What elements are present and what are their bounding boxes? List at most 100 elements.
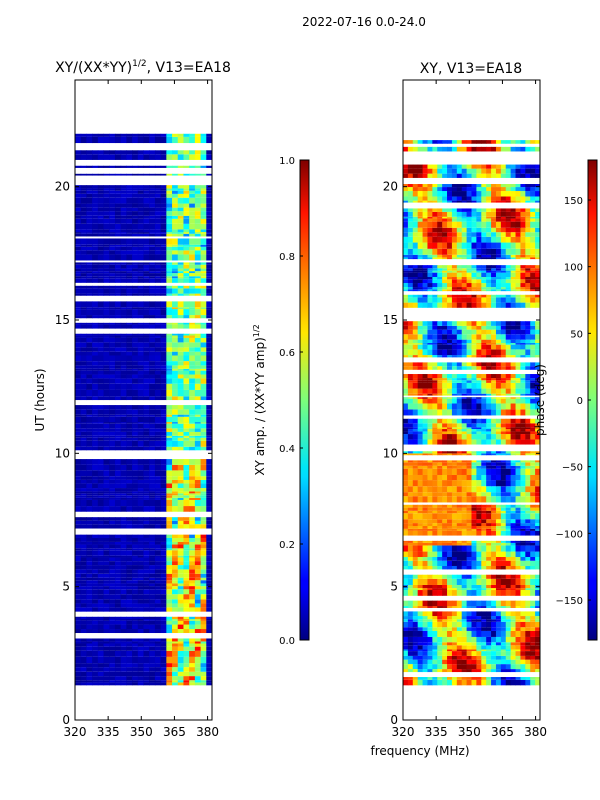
heatmap-cell bbox=[80, 550, 87, 556]
heatmap-cell bbox=[114, 211, 122, 216]
heatmap-cell bbox=[177, 150, 184, 155]
heatmap-cell bbox=[471, 474, 477, 481]
heatmap-cell bbox=[194, 193, 202, 198]
heatmap-cell bbox=[97, 254, 105, 261]
heatmap-cell bbox=[126, 233, 133, 237]
heatmap-cell bbox=[422, 398, 428, 404]
heatmap-cell bbox=[194, 351, 202, 356]
heatmap-cell bbox=[200, 368, 207, 371]
heatmap-cell bbox=[520, 397, 526, 399]
heatmap-cell bbox=[149, 190, 156, 194]
amplitude-heatmap bbox=[75, 133, 212, 686]
heatmap-cell bbox=[154, 293, 162, 296]
heatmap-cell bbox=[447, 584, 453, 589]
heatmap-cell bbox=[97, 506, 105, 512]
heatmap-cell bbox=[126, 520, 133, 525]
heatmap-cell bbox=[525, 588, 531, 591]
heatmap-cell bbox=[530, 545, 536, 552]
heatmap-cell bbox=[177, 431, 184, 436]
heatmap-cell bbox=[206, 557, 212, 562]
heatmap-cell bbox=[75, 548, 82, 551]
heatmap-cell bbox=[189, 534, 196, 538]
heatmap-cell bbox=[97, 483, 105, 489]
heatmap-cell bbox=[120, 293, 127, 296]
heatmap-cell bbox=[535, 642, 540, 646]
heatmap-cell bbox=[525, 374, 531, 379]
heatmap-cell bbox=[495, 616, 502, 620]
heatmap-cell bbox=[132, 483, 139, 489]
heatmap-cell bbox=[166, 499, 173, 507]
heatmap-cell bbox=[137, 218, 144, 224]
heatmap-cell bbox=[160, 580, 167, 584]
heatmap-cell bbox=[422, 451, 428, 454]
heatmap-cell bbox=[109, 223, 116, 230]
heatmap-cell bbox=[132, 218, 139, 224]
heatmap-cell bbox=[432, 542, 438, 546]
heatmap-cell bbox=[510, 398, 517, 404]
heatmap-cell bbox=[500, 525, 507, 529]
heatmap-cell bbox=[166, 238, 173, 245]
heatmap-cell bbox=[177, 218, 184, 224]
heatmap-cell bbox=[451, 679, 458, 686]
heatmap-cell bbox=[97, 365, 105, 369]
heatmap-cell bbox=[432, 630, 438, 637]
heatmap-cell bbox=[189, 616, 196, 619]
heatmap-cell bbox=[103, 476, 110, 480]
heatmap-cell bbox=[515, 423, 521, 428]
heatmap-cell bbox=[149, 374, 156, 379]
heatmap-cell bbox=[114, 428, 122, 432]
heatmap-cell bbox=[525, 409, 531, 416]
heatmap-cell bbox=[92, 555, 99, 558]
heatmap-cell bbox=[160, 589, 167, 595]
heatmap-cell bbox=[491, 486, 497, 493]
heatmap-cell bbox=[109, 557, 116, 562]
heatmap-cell bbox=[114, 476, 122, 480]
heatmap-cell bbox=[137, 215, 144, 219]
heatmap-cell bbox=[525, 465, 531, 469]
heatmap-cell bbox=[466, 362, 472, 367]
heatmap-cell bbox=[143, 244, 150, 247]
heatmap-cell bbox=[172, 479, 179, 484]
heatmap-cell bbox=[486, 397, 492, 399]
heatmap-cell bbox=[172, 437, 179, 441]
heatmap-cell bbox=[200, 271, 207, 274]
heatmap-cell bbox=[432, 409, 438, 416]
heatmap-cell bbox=[177, 589, 184, 595]
heatmap-cell bbox=[154, 271, 162, 274]
heatmap-cell bbox=[200, 544, 207, 549]
heatmap-cell bbox=[451, 649, 458, 652]
heatmap-cell bbox=[515, 679, 521, 686]
heatmap-cell bbox=[137, 154, 144, 160]
heatmap-cell bbox=[86, 396, 93, 401]
heatmap-cell bbox=[149, 643, 156, 647]
heatmap-cell bbox=[189, 374, 196, 379]
heatmap-cell bbox=[75, 550, 82, 556]
heatmap-cell bbox=[109, 479, 116, 484]
heatmap-cell bbox=[97, 271, 105, 274]
heatmap-cell bbox=[189, 682, 196, 686]
heatmap-cell bbox=[75, 223, 82, 230]
heatmap-cell bbox=[172, 428, 179, 432]
heatmap-cell bbox=[92, 405, 99, 410]
heatmap-cell bbox=[114, 246, 122, 251]
heatmap-cell bbox=[525, 627, 531, 631]
heatmap-cell bbox=[451, 574, 458, 579]
heatmap-cell bbox=[525, 611, 531, 617]
heatmap-cell bbox=[206, 524, 212, 529]
heatmap-cell bbox=[149, 389, 156, 397]
heatmap-cell bbox=[149, 278, 156, 283]
heatmap-cell bbox=[80, 133, 87, 137]
heatmap-cell bbox=[194, 342, 202, 348]
heatmap-cell bbox=[535, 590, 540, 596]
heatmap-cell bbox=[456, 588, 463, 591]
heatmap-cell bbox=[200, 288, 207, 294]
heatmap-cell bbox=[166, 548, 173, 551]
heatmap-cell bbox=[456, 427, 463, 430]
heatmap-cell bbox=[132, 288, 139, 294]
heatmap-cell bbox=[183, 365, 190, 369]
heatmap-cell bbox=[412, 388, 419, 394]
heatmap-cell bbox=[505, 423, 512, 428]
heatmap-cell bbox=[403, 431, 409, 435]
heatmap-cell bbox=[486, 645, 492, 650]
heatmap-cell bbox=[114, 676, 122, 681]
